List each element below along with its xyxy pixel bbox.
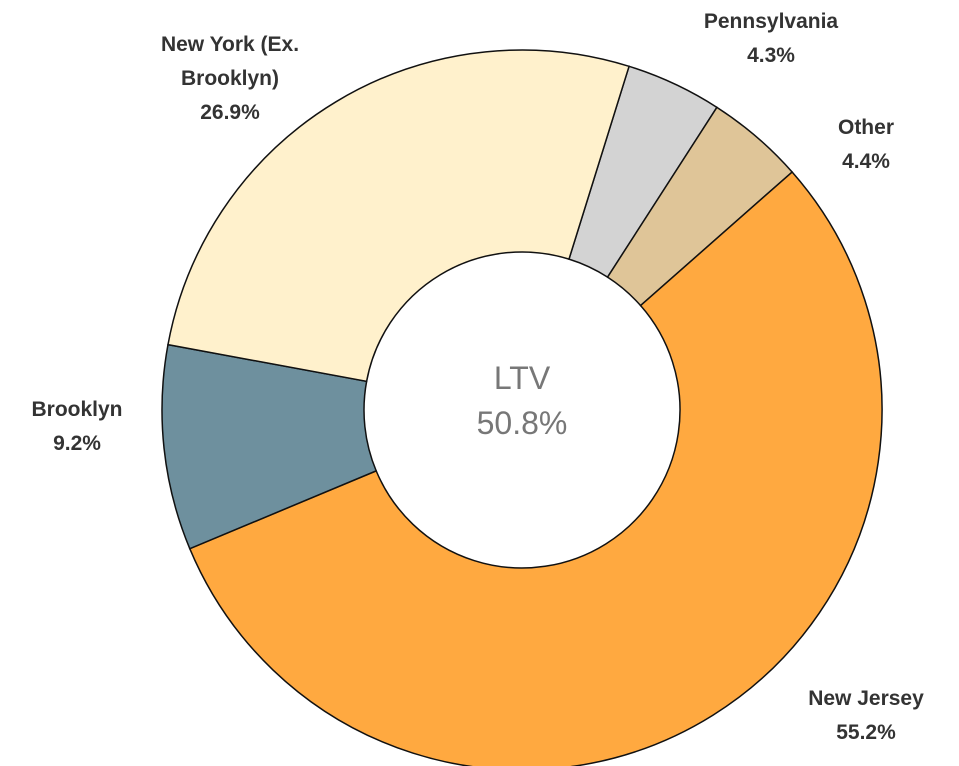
- slice-label: New Jersey 55.2%: [766, 682, 959, 750]
- category-label: Brooklyn: [31, 398, 123, 421]
- category-label: Other: [837, 116, 894, 139]
- category-label: Pennsylvania: [703, 10, 839, 33]
- value-label: 4.3%: [747, 44, 795, 67]
- slice: [161, 343, 378, 550]
- center-label: LTV: [493, 360, 551, 396]
- slice: [167, 49, 630, 383]
- slice-label: Brooklyn 9.2%: [0, 393, 157, 461]
- value-label: 26.9%: [200, 101, 260, 124]
- value-label: 55.2%: [836, 721, 896, 744]
- value-label: 9.2%: [53, 432, 101, 455]
- slice-label: New York (Ex. Brooklyn) 26.9%: [143, 28, 318, 130]
- value-label: 4.4%: [842, 150, 890, 173]
- slice-label: Pennsylvania 4.3%: [671, 5, 871, 73]
- slice: [188, 170, 883, 766]
- center-value: 50.8%: [476, 405, 568, 441]
- category-label: New York (Ex. Brooklyn): [160, 33, 300, 90]
- slice-label: Other 4.4%: [786, 111, 946, 179]
- category-label: New Jersey: [808, 687, 924, 710]
